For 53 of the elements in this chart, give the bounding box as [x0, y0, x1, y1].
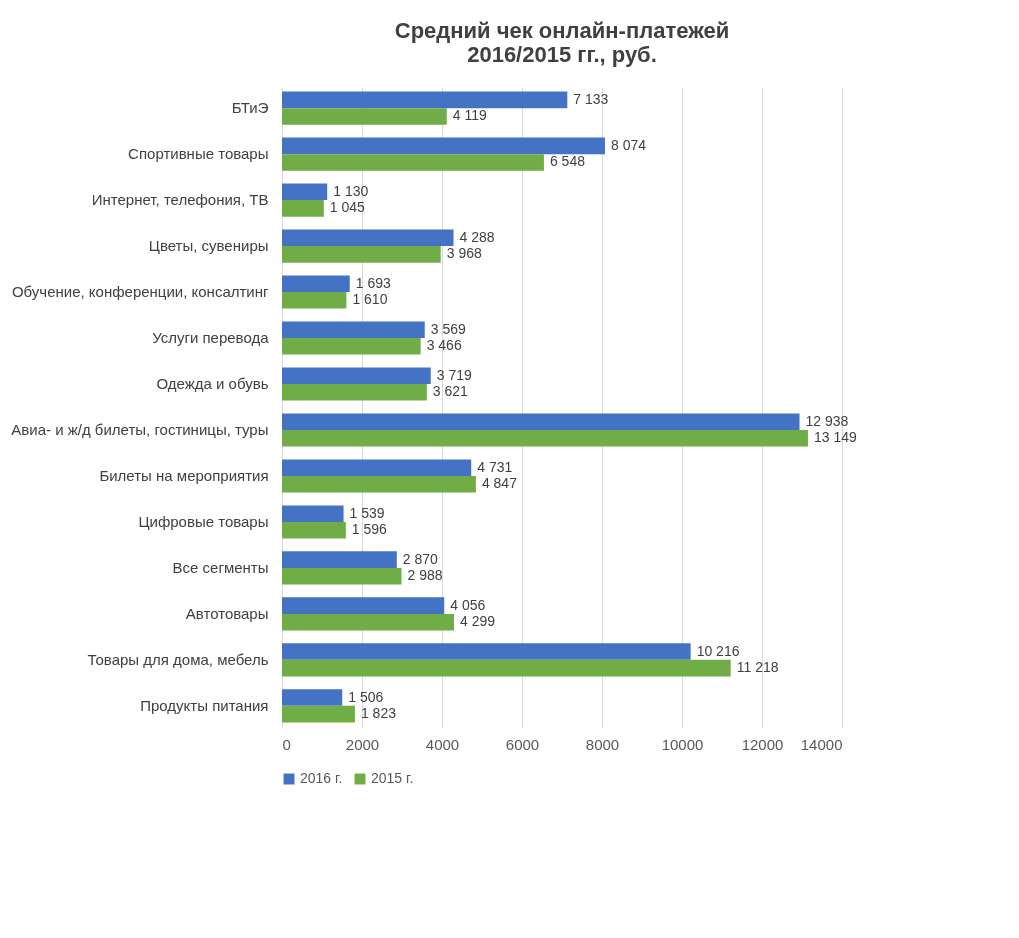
data-label: 4 119 — [452, 107, 487, 124]
data-label: 4 847 — [481, 475, 518, 492]
x-tick-label: 2000 — [345, 735, 380, 753]
y-tick-label: Автотовары — [185, 604, 269, 622]
y-tick-label: Продукты питания — [140, 696, 269, 714]
y-tick-label: Услуги перевода — [152, 329, 270, 347]
legend-label: 2016 г. — [300, 770, 343, 786]
x-tick-label: 14000 — [800, 735, 843, 753]
data-label: 4 731 — [477, 458, 513, 475]
x-tick-label: 8000 — [585, 735, 620, 753]
data-label: 1 539 — [349, 504, 385, 521]
data-label: 3 621 — [432, 383, 469, 400]
data-label: 4 056 — [450, 596, 486, 613]
x-tick-label: 6000 — [505, 735, 540, 753]
data-label: 1 130 — [333, 182, 369, 199]
chart-title: Средний чек онлайн-платежей 2016/2015 гг., руб. — [394, 18, 730, 67]
y-tick-label: БТиЭ — [231, 99, 269, 117]
y-tick-label: Билеты на мероприятия — [99, 466, 269, 484]
y-tick-label: Товары для дома, мебель — [87, 650, 269, 668]
x-tick-label: 4000 — [425, 735, 460, 753]
y-tick-label: Цифровые товары — [138, 512, 269, 530]
data-label: 2 988 — [407, 567, 443, 584]
data-label: 13 149 — [813, 429, 857, 446]
data-label: 3 569 — [430, 320, 467, 337]
data-label: 1 610 — [352, 291, 388, 308]
data-label: 11 218 — [736, 659, 779, 676]
data-label: 2 870 — [402, 550, 439, 567]
data-label: 6 548 — [549, 153, 586, 170]
data-label: 8 074 — [610, 136, 647, 153]
data-label: 1 045 — [329, 199, 366, 216]
y-tick-label: Все сегменты — [172, 558, 269, 576]
x-tick-label: 0 — [282, 735, 291, 753]
data-label: 7 133 — [573, 90, 609, 107]
data-label: 4 299 — [459, 613, 496, 630]
data-label: 4 288 — [459, 228, 495, 245]
x-tick-label: 12000 — [741, 735, 784, 753]
y-tick-label: Цветы, сувениры — [148, 237, 269, 255]
data-label: 1 823 — [360, 705, 397, 722]
legend-label: 2015 г. — [371, 770, 414, 786]
data-label: 1 506 — [348, 688, 384, 705]
y-tick-label: Спортивные товары — [128, 145, 269, 163]
x-tick-label: 10000 — [661, 735, 704, 753]
data-label: 1 693 — [355, 274, 391, 291]
data-label: 3 466 — [426, 337, 462, 354]
data-label: 3 968 — [446, 245, 482, 262]
data-label: 12 938 — [805, 412, 849, 429]
data-label: 1 596 — [351, 521, 388, 538]
data-label: 10 216 — [696, 642, 740, 659]
y-tick-label: Авиа- и ж/д билеты, гостиницы, туры — [11, 420, 269, 438]
data-label: 3 719 — [436, 366, 473, 383]
y-tick-label: Обучение, конференции, консалтинг — [11, 283, 270, 301]
y-tick-label: Интернет, телефония, ТВ — [91, 191, 269, 209]
y-tick-label: Одежда и обувь — [156, 375, 269, 393]
